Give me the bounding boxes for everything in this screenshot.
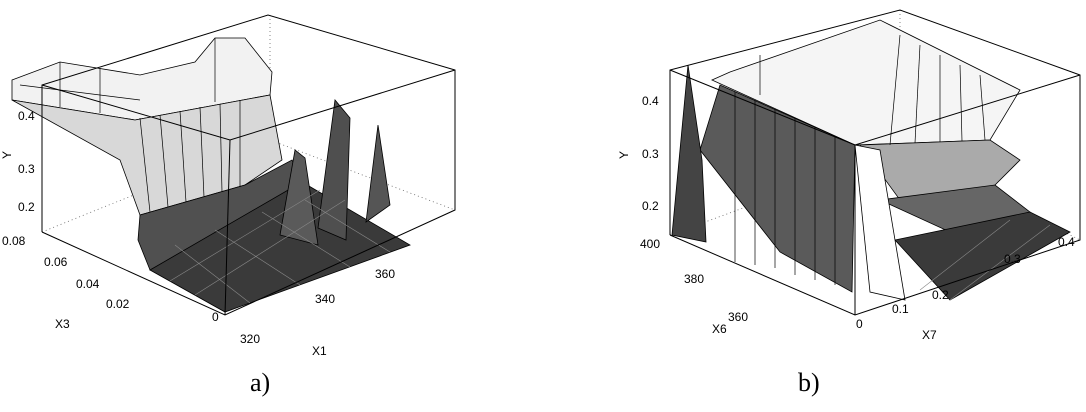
mesh [734,34,1051,301]
caption: b) [798,368,820,397]
x-tick-label: 360 [375,267,395,281]
x-tick-label: 0.2 [932,288,949,302]
surface [699,84,856,293]
x-axis-label: X7 [922,328,937,342]
surface-floor [894,211,1071,301]
x-tick-label: 340 [315,292,335,306]
peak [365,124,391,223]
panel-b: 0.2 0.3 0.4 Y 360 380 400 X6 0 0.1 0.2 0… [617,9,1081,397]
y-tick-label: 0.4 [642,94,659,108]
depth-tick-label: 0.04 [76,277,100,291]
depth-tick-label: 360 [728,310,748,324]
peak [317,99,351,241]
y-tick-label: 0.3 [642,147,659,161]
surface [859,139,1021,201]
peak [671,64,707,243]
y-axis-label: Y [617,151,631,159]
y-tick-label: 0.3 [18,162,35,176]
x-tick-label: 0.3 [1004,252,1021,266]
surface [854,144,906,301]
panel-a: 0.2 0.3 0.4 Y 0 0.02 0.04 0.06 0.08 X3 3… [0,14,456,397]
caption: a) [250,368,270,397]
y-tick-label: 0.2 [642,199,659,213]
depth-axis-label: X3 [55,317,70,331]
depth-tick-label: 0.08 [2,234,26,248]
y-tick-label: 0.2 [18,200,35,214]
x-tick-label: 0.4 [1058,235,1075,249]
x-axis-label: X1 [312,344,327,358]
x-tick-label: 0.1 [892,302,909,316]
peak [279,149,319,246]
surface [11,94,283,216]
depth-tick-label: 0.06 [44,255,68,269]
depth-tick-label: 400 [640,237,660,251]
depth-tick-label: 380 [684,272,704,286]
axes-box [224,139,231,316]
x-tick-label: 0 [856,317,863,331]
y-axis-label: Y [0,151,14,159]
depth-tick-label: 0.02 [106,297,130,311]
depth-tick-label: 0 [212,310,219,324]
depth-axis-label: X6 [712,322,727,336]
y-tick-label: 0.4 [18,109,35,123]
x-tick-label: 320 [240,332,260,346]
